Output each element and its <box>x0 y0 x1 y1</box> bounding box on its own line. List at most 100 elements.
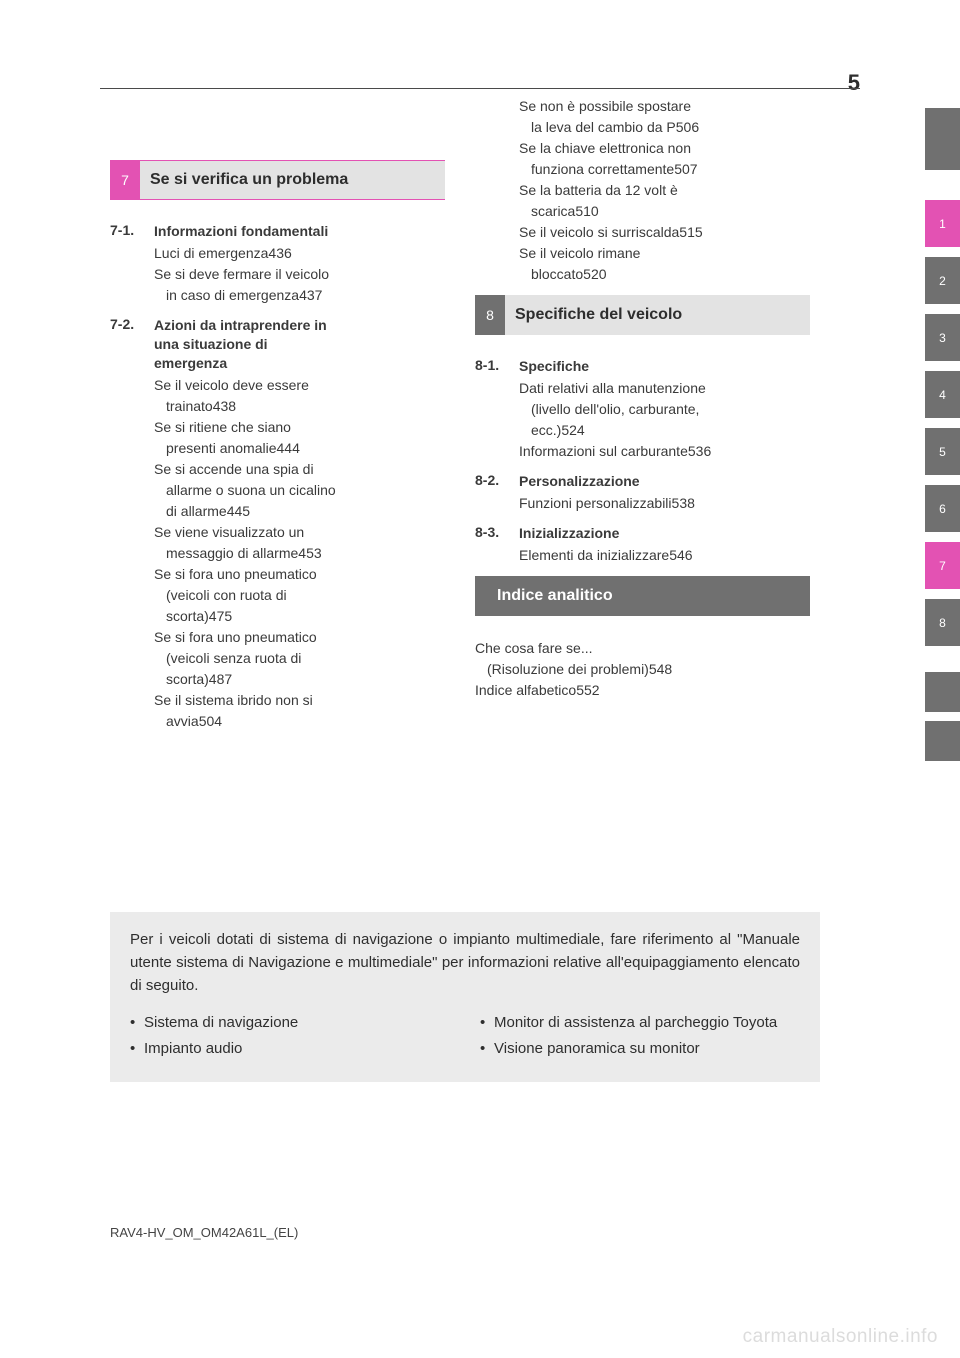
toc-text: presenti anomalie <box>166 438 277 459</box>
right-column: Se non è possibile spostarela leva del c… <box>475 160 810 742</box>
note-list-right: •Monitor di assistenza al parcheggio Toy… <box>480 1011 800 1062</box>
side-tab-8[interactable]: 8 <box>925 599 960 646</box>
sub-num: 7-1. <box>110 222 154 241</box>
side-tab-6[interactable]: 6 <box>925 485 960 532</box>
note-bullet: •Monitor di assistenza al parcheggio Toy… <box>480 1011 800 1034</box>
toc-item[interactable]: Luci di emergenza 436 <box>154 243 445 264</box>
toc-page: 453 <box>298 543 321 564</box>
section-index-bar <box>475 576 487 616</box>
side-tab-1[interactable]: 1 <box>925 200 960 247</box>
side-tabs: 1 2 3 4 5 6 7 8 <box>925 108 960 770</box>
sub: 8-2.PersonalizzazioneFunzioni personaliz… <box>475 472 810 514</box>
toc-text: Se si fora uno pneumatico <box>154 564 317 585</box>
toc-text: Dati relativi alla manutenzione <box>519 378 706 399</box>
toc-item[interactable]: Se si fora uno pneumatico(veicoli con ru… <box>154 564 445 627</box>
sub-title: Specifiche <box>519 357 589 376</box>
toc-item[interactable]: Se il sistema ibrido non siavvia504 <box>154 690 445 732</box>
toc-text: ecc.) <box>531 420 561 441</box>
toc-item[interactable]: Se si ritiene che sianopresenti anomalie… <box>154 417 445 459</box>
toc-text: Se il veicolo si surriscalda <box>519 222 679 243</box>
toc-text: Se il veicolo rimane <box>519 243 640 264</box>
toc-page: 520 <box>583 264 606 285</box>
toc-page: 437 <box>299 285 322 306</box>
toc-page: 546 <box>669 545 692 566</box>
toc-item[interactable]: Se si accende una spia diallarme o suona… <box>154 459 445 522</box>
note-list-left: •Sistema di navigazione•Impianto audio <box>130 1011 450 1062</box>
toc-text: Se non è possibile spostare <box>519 96 691 117</box>
toc-text: bloccato <box>531 264 583 285</box>
toc-item[interactable]: Se la batteria da 12 volt èscarica510 <box>519 180 810 222</box>
toc-text: Se si accende una spia di <box>154 459 314 480</box>
toc-item[interactable]: Informazioni sul carburante536 <box>519 441 810 462</box>
toc-text: in caso di emergenza <box>166 285 299 306</box>
toc-page: 552 <box>576 680 599 701</box>
sub: 8-1.Specifiche Dati relativi alla manuten… <box>475 357 810 462</box>
toc-item[interactable]: Che cosa fare se...(Risoluzione dei prob… <box>475 638 810 680</box>
section-index-header: Indice analitico <box>475 576 810 616</box>
header-rule <box>100 88 860 89</box>
page-number: 5 <box>848 70 860 96</box>
section-7-title: Se si verifica un problema <box>140 160 445 200</box>
section-index-title: Indice analitico <box>487 576 810 616</box>
page-content: 5 7 Se si verifica un problema 7-1. Info… <box>110 90 830 1082</box>
sub-7-1: 7-1. Informazioni fondamentali Luci di e… <box>110 222 445 306</box>
toc-page: 506 <box>676 117 699 138</box>
toc-text: allarme o suona un cicalino <box>166 480 336 501</box>
toc-text: Luci di emergenza <box>154 243 268 264</box>
toc-item[interactable]: Elementi da inizializzare546 <box>519 545 810 566</box>
side-tab-2[interactable]: 2 <box>925 257 960 304</box>
toc-page: 510 <box>575 201 598 222</box>
toc-text: Se si deve fermare il veicolo <box>154 264 329 285</box>
toc-text: Se si fora uno pneumatico <box>154 627 317 648</box>
toc-page: 515 <box>679 222 702 243</box>
toc-page: 438 <box>213 396 236 417</box>
section-8-num: 8 <box>475 295 505 335</box>
toc-item[interactable]: Se il veicolo rimanebloccato520 <box>519 243 810 285</box>
section-8-header: 8 Specifiche del veicolo <box>475 295 810 335</box>
toc-item[interactable]: Se la chiave elettronica nonfunziona cor… <box>519 138 810 180</box>
toc-item[interactable]: Funzioni personalizzabili538 <box>519 493 810 514</box>
toc-text: trainato <box>166 396 213 417</box>
toc-page: 507 <box>674 159 697 180</box>
toc-text: di allarme <box>166 501 227 522</box>
note-bullet: •Visione panoramica su monitor <box>480 1037 800 1060</box>
toc-text: Elementi da inizializzare <box>519 545 669 566</box>
toc-text: (livello dell'olio, carburante, <box>531 399 699 420</box>
side-tab-5[interactable]: 5 <box>925 428 960 475</box>
toc-item[interactable]: Se il veicolo si surriscalda515 <box>519 222 810 243</box>
toc-item[interactable]: Se non è possibile spostarela leva del c… <box>519 96 810 138</box>
toc-text: (Risoluzione dei problemi) <box>487 659 649 680</box>
side-tab-3[interactable]: 3 <box>925 314 960 361</box>
sub-title: Azioni da intraprendere in una situazion… <box>154 316 327 373</box>
toc-page: 444 <box>277 438 300 459</box>
sub-num: 8-1. <box>475 357 519 376</box>
toc-text: funziona correttamente <box>531 159 674 180</box>
sub-title: Inizializzazione <box>519 524 619 543</box>
toc-item[interactable]: Dati relativi alla manutenzione(livello … <box>519 378 810 441</box>
toc-page: 436 <box>268 243 291 264</box>
toc-item[interactable]: Se viene visualizzato unmessaggio di all… <box>154 522 445 564</box>
toc-item[interactable]: Indice alfabetico552 <box>475 680 810 701</box>
toc-text: Informazioni sul carburante <box>519 441 688 462</box>
left-column: 7 Se si verifica un problema 7-1. Inform… <box>110 160 445 742</box>
toc-item[interactable]: Se si fora uno pneumatico(veicoli senza … <box>154 627 445 690</box>
side-tab-7[interactable]: 7 <box>925 542 960 589</box>
toc-page: 475 <box>209 606 232 627</box>
section-8-title: Specifiche del veicolo <box>505 295 810 335</box>
watermark: carmanualsonline.info <box>743 1326 938 1348</box>
tab-blank-top <box>925 108 960 170</box>
footer-doc-id: RAV4-HV_OM_OM42A61L_(EL) <box>110 1225 298 1240</box>
toc-item[interactable]: Se si deve fermare il veicolo in caso di… <box>154 264 445 306</box>
sub-num: 8-3. <box>475 524 519 543</box>
toc-page: 524 <box>561 420 584 441</box>
note-box: Per i veicoli dotati di sistema di navig… <box>110 912 820 1082</box>
toc-text: Se viene visualizzato un <box>154 522 304 543</box>
toc-page: 538 <box>672 493 695 514</box>
sub: 8-3.Inizializzazione Elementi da iniziali… <box>475 524 810 566</box>
note-bullet: •Sistema di navigazione <box>130 1011 450 1034</box>
toc-text: scorta) <box>166 669 209 690</box>
side-tab-4[interactable]: 4 <box>925 371 960 418</box>
toc-text: Se il veicolo deve essere <box>154 375 309 396</box>
toc-text: Indice alfabetico <box>475 680 576 701</box>
toc-item[interactable]: Se il veicolo deve esseretrainato438 <box>154 375 445 417</box>
